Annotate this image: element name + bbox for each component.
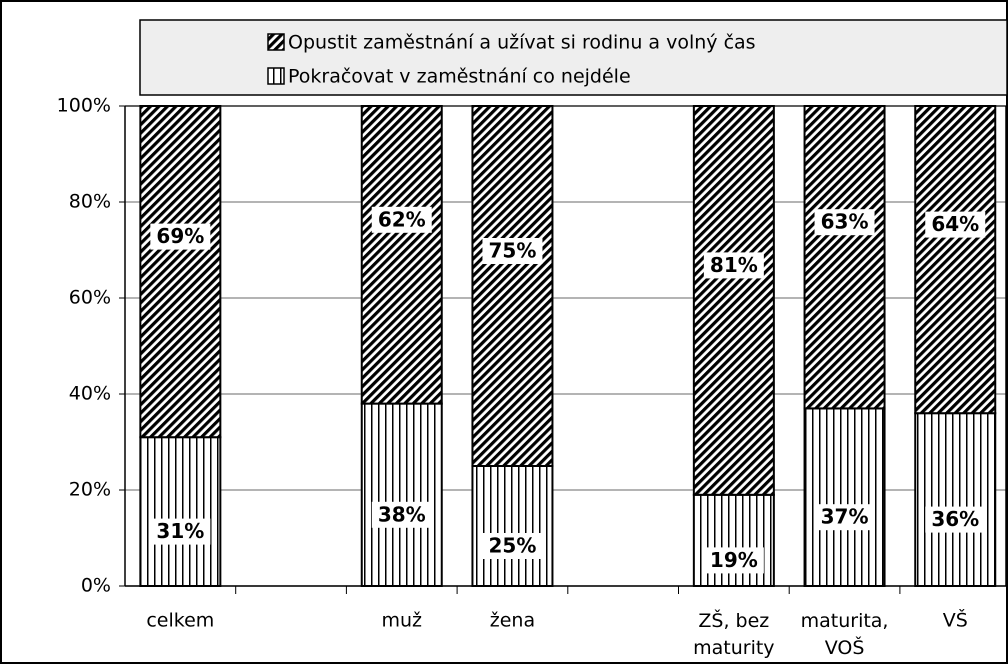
label-bg [371, 206, 432, 233]
label-bg [703, 252, 764, 279]
y-tick-label: 40% [69, 383, 111, 405]
label-bg [482, 238, 543, 264]
label-bg [814, 504, 875, 531]
label-bg [482, 533, 543, 559]
value-label: 75% [489, 239, 537, 263]
value-label: 19% [710, 548, 758, 572]
value-label: 63% [821, 210, 869, 234]
y-tick-label: 20% [69, 479, 111, 501]
y-tick-label: 60% [69, 287, 111, 309]
x-tick-label: VŠ [943, 608, 968, 632]
label-bg [925, 506, 986, 533]
x-tick-label: maturita, VOŠ [801, 610, 889, 659]
legend-swatch [267, 67, 285, 85]
value-label: 62% [378, 207, 426, 231]
label-bg [814, 209, 875, 236]
bar-segment [803, 407, 886, 587]
label-bg [150, 518, 211, 545]
value-label: 64% [931, 212, 979, 236]
legend-swatch [267, 33, 285, 51]
bar-segment [914, 105, 997, 415]
y-tick-label: 80% [69, 191, 111, 213]
legend-label: Pokračovat v zaměstnání co nejdéle [288, 66, 631, 88]
bar-segment [471, 465, 554, 587]
bar-segment [914, 412, 997, 588]
bar-segment [471, 105, 554, 467]
value-label: 38% [378, 502, 426, 526]
value-label: 37% [821, 505, 869, 529]
x-tick-label: celkem [146, 610, 214, 632]
label-bg [925, 211, 986, 238]
x-tick-label: ZŠ, bez maturity [693, 608, 774, 659]
bar-segment [139, 105, 222, 439]
x-tick-label: muž [381, 610, 422, 632]
x-tick-label: žena [490, 610, 535, 632]
label-bg [703, 547, 764, 574]
value-label: 36% [931, 507, 979, 531]
label-bg [150, 223, 211, 250]
bar-segment [803, 105, 886, 410]
bar-segment [139, 436, 222, 588]
bar-segment [692, 105, 775, 496]
bar-segment [360, 105, 443, 405]
legend-label: Opustit zaměstnání a užívat si rodinu a … [288, 32, 756, 54]
label-bg [371, 501, 432, 528]
value-label: 69% [156, 224, 204, 248]
value-label: 81% [710, 253, 758, 277]
y-tick-label: 0% [81, 575, 111, 597]
value-label: 31% [156, 519, 204, 543]
y-tick-label: 100% [57, 95, 111, 117]
bar-segment [360, 402, 443, 587]
value-label: 25% [489, 534, 537, 558]
